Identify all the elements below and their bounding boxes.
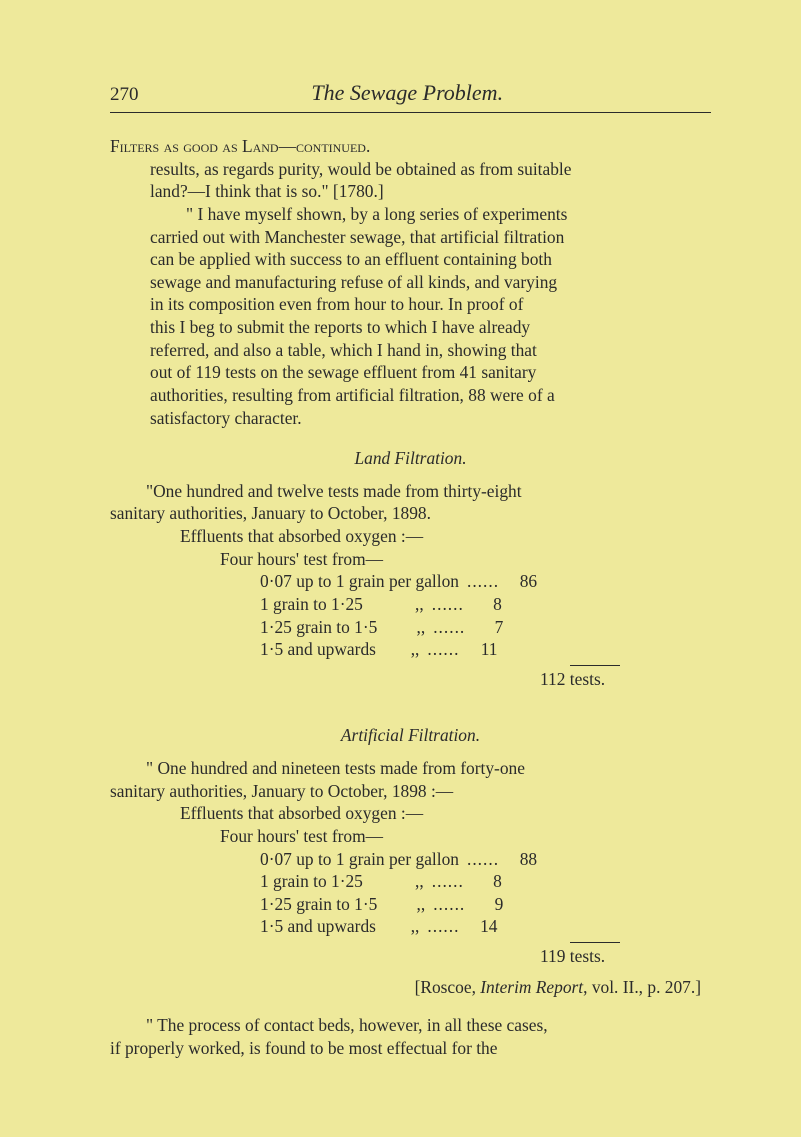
header-row: 270 The Sewage Problem. — [110, 80, 711, 106]
body-text: Filters as good as Land—continued. resul… — [110, 135, 711, 1060]
closing-l1: " The process of contact beds, however, … — [110, 1014, 711, 1037]
para1: results, as regards purity, would be obt… — [110, 158, 711, 203]
cite-open: [Roscoe, — [415, 977, 481, 997]
sec2-row1-dots: ...... — [424, 870, 472, 893]
sec2-row3-dots: ...... — [419, 915, 467, 938]
filters-heading: Filters as good as Land—continued. — [110, 136, 370, 156]
sec2-intro1: " One hundred and nineteen tests made fr… — [110, 757, 711, 780]
sec2-row0-dots: ...... — [459, 848, 507, 871]
sec1-row0-val: 86 — [507, 570, 537, 593]
page-number: 270 — [110, 84, 139, 106]
cite-italic: Interim Report — [480, 977, 583, 997]
closing-l2: if properly worked, is found to be most … — [110, 1037, 711, 1060]
para2-l3: can be applied with success to an efflue… — [150, 248, 711, 271]
para2-l6: this I beg to submit the reports to whic… — [150, 316, 711, 339]
para2-l10: satisfactory character. — [150, 407, 711, 430]
sec2-row2-label: 1·25 grain to 1·5 ,, — [260, 893, 425, 916]
sec1-intro2: sanitary authorities, January to October… — [110, 502, 711, 525]
sec1-row0: 0·07 up to 1 grain per gallon ...... 86 — [110, 570, 711, 593]
sec1-row3-val: 11 — [467, 638, 497, 661]
sec1-total-rule — [570, 665, 620, 666]
para2-l7: referred, and also a table, which I hand… — [150, 339, 711, 362]
sec1-four: Four hours' test from— — [110, 548, 711, 571]
sec2-total-rule — [570, 942, 620, 943]
sec2-four: Four hours' test from— — [110, 825, 711, 848]
para2: " I have myself shown, by a long series … — [110, 203, 711, 429]
sec2-row3-val: 14 — [467, 915, 497, 938]
sec1-eff: Effluents that absorbed oxygen :— — [110, 525, 711, 548]
sec1-row2-val: 7 — [473, 616, 503, 639]
sec1-row1-label: 1 grain to 1·25 ,, — [260, 593, 424, 616]
sec1-row3-label: 1·5 and upwards ,, — [260, 638, 419, 661]
sec1-row1-dots: ...... — [424, 593, 472, 616]
page: 270 The Sewage Problem. Filters as good … — [0, 0, 801, 1137]
running-title: The Sewage Problem. — [139, 80, 712, 106]
sec1-row1-val: 8 — [472, 593, 502, 616]
sec1-row2: 1·25 grain to 1·5 ,, ...... 7 — [110, 616, 711, 639]
sec1-row0-label: 0·07 up to 1 grain per gallon — [260, 570, 459, 593]
sec2-row1: 1 grain to 1·25 ,, ...... 8 — [110, 870, 711, 893]
sec2-row0-val: 88 — [507, 848, 537, 871]
land-filtration-title: Land Filtration. — [110, 447, 711, 470]
sec1-row2-label: 1·25 grain to 1·5 ,, — [260, 616, 425, 639]
sec2-row1-val: 8 — [472, 870, 502, 893]
para1-l1: results, as regards purity, would be obt… — [150, 158, 711, 181]
section-heading: Filters as good as Land—continued. — [110, 135, 711, 158]
sec2-row0: 0·07 up to 1 grain per gallon ...... 88 — [110, 848, 711, 871]
sec1-total: 112 tests. — [110, 668, 711, 691]
citation: [Roscoe, Interim Report, vol. II., p. 20… — [110, 976, 711, 999]
para2-l1: " I have myself shown, by a long series … — [150, 203, 711, 226]
sec1-row3-dots: ...... — [419, 638, 467, 661]
closing: " The process of contact beds, however, … — [110, 1014, 711, 1059]
sec2-intro: " One hundred and nineteen tests made fr… — [110, 757, 711, 802]
artificial-filtration-title: Artificial Filtration. — [110, 724, 711, 747]
sec2-total: 119 tests. — [110, 945, 711, 968]
header-rule — [110, 112, 711, 113]
para2-l4: sewage and manufacturing refuse of all k… — [150, 271, 711, 294]
sec1-intro1: "One hundred and twelve tests made from … — [110, 480, 711, 503]
sec2-row2: 1·25 grain to 1·5 ,, ...... 9 — [110, 893, 711, 916]
sec2-row3: 1·5 and upwards ,, ...... 14 — [110, 915, 711, 938]
sec1-row0-dots: ...... — [459, 570, 507, 593]
para2-l9: authorities, resulting from artificial f… — [150, 384, 711, 407]
para2-l2: carried out with Manchester sewage, that… — [150, 226, 711, 249]
para2-l8: out of 119 tests on the sewage effluent … — [150, 361, 711, 384]
sec1-intro: "One hundred and twelve tests made from … — [110, 480, 711, 525]
cite-tail: , vol. II., p. 207.] — [583, 977, 701, 997]
sec1-row2-dots: ...... — [425, 616, 473, 639]
sec2-row2-val: 9 — [473, 893, 503, 916]
sec2-row3-label: 1·5 and upwards ,, — [260, 915, 419, 938]
sec1-row3: 1·5 and upwards ,, ...... 11 — [110, 638, 711, 661]
sec2-row0-label: 0·07 up to 1 grain per gallon — [260, 848, 459, 871]
para2-l5: in its composition even from hour to hou… — [150, 293, 711, 316]
sec2-row2-dots: ...... — [425, 893, 473, 916]
para1-l2: land?—I think that is so." [1780.] — [150, 180, 711, 203]
sec2-row1-label: 1 grain to 1·25 ,, — [260, 870, 424, 893]
sec1-row1: 1 grain to 1·25 ,, ...... 8 — [110, 593, 711, 616]
sec2-eff: Effluents that absorbed oxygen :— — [110, 802, 711, 825]
sec2-intro2: sanitary authorities, January to October… — [110, 780, 711, 803]
